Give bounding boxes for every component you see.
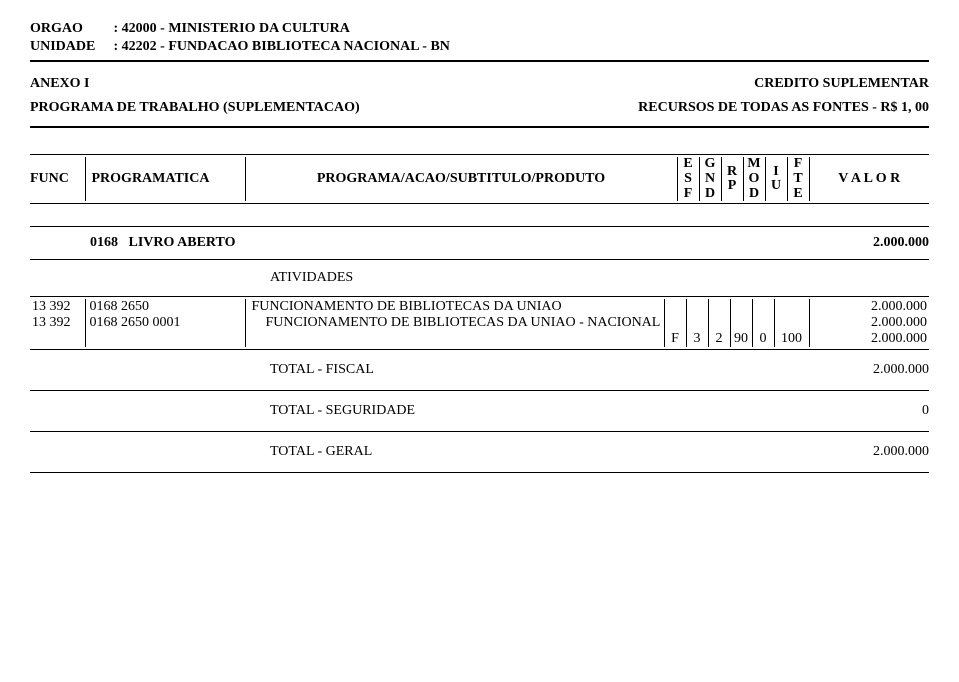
total-fiscal-value: 2.000.000 xyxy=(873,362,929,378)
col-c3: R P xyxy=(721,157,743,201)
table-row: 13 392 0168 2650 FUNCIONAMENTO DE BIBLIO… xyxy=(30,299,929,315)
total-fiscal-row: TOTAL - FISCAL 2.000.000 xyxy=(30,352,929,388)
divider xyxy=(30,431,929,432)
cell-c2 xyxy=(686,315,708,331)
program-left: 0168 LIVRO ABERTO xyxy=(90,235,236,251)
programa-row: PROGRAMA DE TRABALHO (SUPLEMENTACAO) REC… xyxy=(30,100,929,122)
total-fiscal-label: TOTAL - FISCAL xyxy=(270,362,374,378)
cell-c4 xyxy=(730,315,752,331)
c6b: T xyxy=(788,172,809,187)
program-row: 0168 LIVRO ABERTO 2.000.000 xyxy=(30,229,929,257)
cell-c3 xyxy=(708,299,730,315)
c2c: D xyxy=(700,187,721,202)
cell-c6 xyxy=(774,299,809,315)
anexo-right: CREDITO SUPLEMENTAR xyxy=(754,76,929,92)
table-row: 13 392 0168 2650 0001 FUNCIONAMENTO DE B… xyxy=(30,315,929,331)
c1b: S xyxy=(678,172,699,187)
anexo-row: ANEXO I CREDITO SUPLEMENTAR xyxy=(30,66,929,98)
cell-c1: F xyxy=(664,331,686,347)
col-valor: V A L O R xyxy=(809,157,929,201)
cell-prog: 0168 2650 xyxy=(85,299,245,315)
cell-func: 13 392 xyxy=(30,315,85,331)
program-code: 0168 xyxy=(90,235,118,250)
c4a: M xyxy=(744,157,765,172)
c5a: I xyxy=(766,165,787,180)
c4b: O xyxy=(744,172,765,187)
cell-c3: 2 xyxy=(708,331,730,347)
cell-func xyxy=(30,331,85,347)
col-c2: G N D xyxy=(699,157,721,201)
c4c: D xyxy=(744,187,765,202)
c1c: F xyxy=(678,187,699,202)
table-row: F 3 2 90 0 100 2.000.000 xyxy=(30,331,929,347)
cell-c5: 0 xyxy=(752,331,774,347)
col-func: FUNC xyxy=(30,157,85,201)
cell-c6: 100 xyxy=(774,331,809,347)
cell-prog: 0168 2650 0001 xyxy=(85,315,245,331)
divider xyxy=(30,349,929,350)
c6c: E xyxy=(788,187,809,202)
atividades-label: ATIVIDADES xyxy=(30,262,929,294)
program-name: LIVRO ABERTO xyxy=(129,235,236,250)
cell-c2 xyxy=(686,299,708,315)
col-programatica: PROGRAMATICA xyxy=(85,157,245,201)
c5b: U xyxy=(766,179,787,194)
total-geral-value: 2.000.000 xyxy=(873,444,929,460)
total-seguridade-label: TOTAL - SEGURIDADE xyxy=(270,403,415,419)
anexo-left: ANEXO I xyxy=(30,76,90,92)
cell-c1 xyxy=(664,315,686,331)
c3b: P xyxy=(722,179,743,194)
cell-c3 xyxy=(708,315,730,331)
divider xyxy=(30,472,929,473)
cell-c1 xyxy=(664,299,686,315)
col-c1: E S F xyxy=(677,157,699,201)
total-geral-row: TOTAL - GERAL 2.000.000 xyxy=(30,434,929,470)
divider xyxy=(30,259,929,260)
col-c6: F T E xyxy=(787,157,809,201)
cell-val: 2.000.000 xyxy=(809,331,929,347)
divider xyxy=(30,296,929,297)
cell-c4: 90 xyxy=(730,331,752,347)
programa-right: RECURSOS DE TODAS AS FONTES - R$ 1, 00 xyxy=(638,100,929,116)
body-table: 13 392 0168 2650 FUNCIONAMENTO DE BIBLIO… xyxy=(30,299,929,347)
divider xyxy=(30,390,929,391)
c1a: E xyxy=(678,157,699,172)
divider xyxy=(30,60,929,62)
cell-prog xyxy=(85,331,245,347)
total-geral-label: TOTAL - GERAL xyxy=(270,444,372,460)
c6a: F xyxy=(788,157,809,172)
cell-val: 2.000.000 xyxy=(809,315,929,331)
orgao-value: : 42000 - MINISTERIO DA CULTURA xyxy=(114,21,350,36)
c2b: N xyxy=(700,172,721,187)
cell-c4 xyxy=(730,299,752,315)
orgao-line: ORGAO : 42000 - MINISTERIO DA CULTURA xyxy=(30,20,929,38)
total-seguridade-value: 0 xyxy=(922,403,929,419)
col-desc: PROGRAMA/ACAO/SUBTITULO/PRODUTO xyxy=(245,157,677,201)
cell-desc: FUNCIONAMENTO DE BIBLIOTECAS DA UNIAO xyxy=(245,299,664,315)
divider xyxy=(30,126,929,128)
col-c5: I U xyxy=(765,157,787,201)
cell-c6 xyxy=(774,315,809,331)
divider xyxy=(30,226,929,227)
divider xyxy=(30,203,929,204)
cell-desc: FUNCIONAMENTO DE BIBLIOTECAS DA UNIAO - … xyxy=(245,315,664,331)
cell-c2: 3 xyxy=(686,331,708,347)
unidade-label: UNIDADE xyxy=(30,38,110,56)
cell-c5 xyxy=(752,315,774,331)
cell-val: 2.000.000 xyxy=(809,299,929,315)
col-c4: M O D xyxy=(743,157,765,201)
total-seguridade-row: TOTAL - SEGURIDADE 0 xyxy=(30,393,929,429)
cell-c5 xyxy=(752,299,774,315)
column-header-table: FUNC PROGRAMATICA PROGRAMA/ACAO/SUBTITUL… xyxy=(30,157,929,201)
c2a: G xyxy=(700,157,721,172)
cell-desc xyxy=(245,331,664,347)
unidade-value: : 42202 - FUNDACAO BIBLIOTECA NACIONAL -… xyxy=(114,39,450,54)
programa-left: PROGRAMA DE TRABALHO (SUPLEMENTACAO) xyxy=(30,100,360,116)
divider xyxy=(30,154,929,155)
cell-func: 13 392 xyxy=(30,299,85,315)
unidade-line: UNIDADE : 42202 - FUNDACAO BIBLIOTECA NA… xyxy=(30,38,929,56)
c3a: R xyxy=(722,165,743,180)
program-value: 2.000.000 xyxy=(873,235,929,251)
orgao-label: ORGAO xyxy=(30,20,110,38)
